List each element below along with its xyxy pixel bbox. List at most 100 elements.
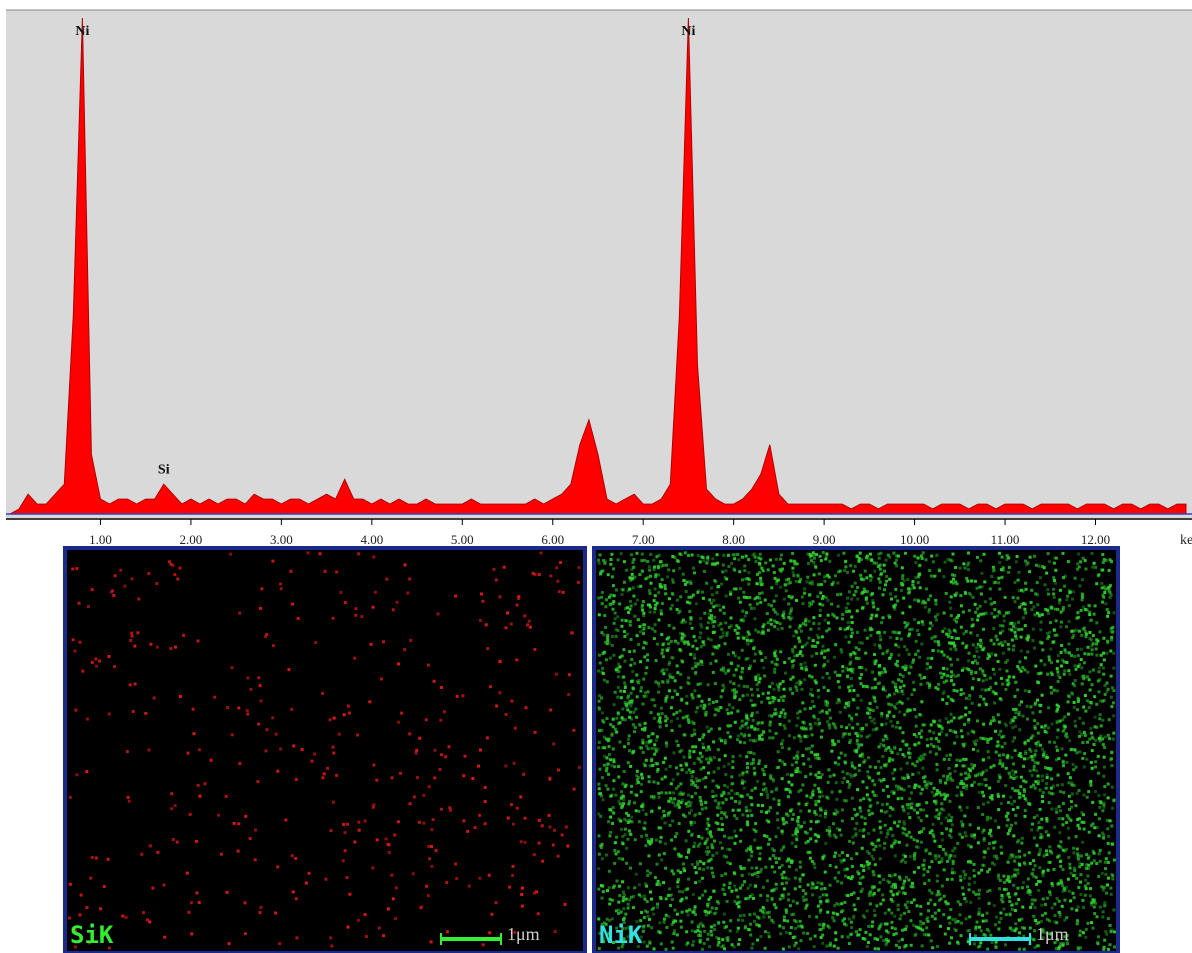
map-pixel [789, 791, 792, 794]
map-pixel [871, 894, 874, 897]
map-pixel [439, 719, 442, 722]
map-pixel [1057, 911, 1060, 914]
map-pixel [831, 739, 834, 742]
map-pixel [867, 756, 870, 759]
map-pixel [121, 915, 124, 918]
map-pixel [984, 600, 987, 603]
map-pixel [388, 851, 391, 854]
map-pixel [722, 791, 725, 794]
map-pixel [641, 553, 644, 556]
map-pixel [573, 788, 576, 791]
map-pixel [524, 817, 527, 820]
map-pixel [736, 930, 739, 933]
map-pixel [1033, 703, 1036, 706]
map-pixel [1101, 738, 1104, 741]
map-pixel [1104, 867, 1107, 870]
map-pixel [660, 836, 663, 839]
map-pixel [187, 752, 190, 755]
x-tick-label: 8.00 [722, 532, 745, 547]
map-pixel [841, 819, 844, 822]
map-pixel [729, 591, 732, 594]
map-pixel [1010, 756, 1013, 759]
map-pixel [739, 900, 742, 903]
map-pixel [635, 716, 638, 719]
map-pixel [714, 708, 717, 711]
map-pixel [740, 733, 743, 736]
map-pixel [259, 911, 262, 914]
map-pixel [1012, 625, 1015, 628]
map-pixel [780, 742, 783, 745]
map-pixel [901, 938, 904, 941]
map-pixel [788, 945, 791, 948]
map-pixel [878, 844, 881, 847]
map-pixel [888, 556, 891, 559]
map-pixel [974, 671, 977, 674]
map-pixel [993, 569, 996, 572]
map-pixel [107, 655, 110, 658]
map-pixel [624, 718, 627, 721]
map-pixel [746, 793, 749, 796]
map-pixel [814, 887, 817, 890]
map-pixel [996, 638, 999, 641]
map-pixel [1080, 609, 1083, 612]
map-pixel [605, 784, 608, 787]
map-pixel [892, 900, 895, 903]
map-pixel [604, 560, 607, 563]
map-pixel [314, 641, 317, 644]
map-pixel [619, 656, 622, 659]
map-pixel [817, 881, 820, 884]
map-pixel [888, 908, 891, 911]
map-pixel [745, 806, 748, 809]
map-pixel [988, 889, 991, 892]
map-pixel [1084, 879, 1087, 882]
map-pixel [621, 619, 624, 622]
map-pixel [1007, 679, 1010, 682]
map-pixel [788, 865, 791, 868]
map-pixel [933, 787, 936, 790]
map-pixel [1039, 744, 1042, 747]
map-pixel [801, 701, 804, 704]
map-pixel [382, 640, 385, 643]
map-pixel [1050, 767, 1053, 770]
map-pixel [1026, 885, 1029, 888]
map-pixel [994, 654, 997, 657]
map-pixel [937, 855, 940, 858]
map-pixel [705, 562, 708, 565]
map-pixel [894, 643, 897, 646]
map-pixel [665, 792, 668, 795]
map-pixel [883, 570, 886, 573]
map-pixel [871, 687, 874, 690]
map-pixel [1095, 642, 1098, 645]
map-pixel [779, 622, 782, 625]
map-pixel [960, 809, 963, 812]
map-pixel [880, 766, 883, 769]
map-pixel [869, 765, 872, 768]
map-pixel [808, 810, 811, 813]
map-pixel [719, 807, 722, 810]
map-pixel [1107, 835, 1110, 838]
map-pixel [1014, 716, 1017, 719]
map-pixel [1057, 729, 1060, 732]
map-pixel [981, 813, 984, 816]
map-pixel [908, 879, 911, 882]
map-pixel [1094, 760, 1097, 763]
map-pixel [1012, 808, 1015, 811]
map-pixel [978, 889, 981, 892]
map-pixel [614, 617, 617, 620]
map-pixel [1076, 818, 1079, 821]
map-pixel [790, 597, 793, 600]
map-pixel [1036, 681, 1039, 684]
map-pixel [144, 712, 147, 715]
map-pixel [764, 930, 767, 933]
map-pixel [1104, 873, 1107, 876]
map-pixel [1016, 869, 1019, 872]
map-pixel [895, 785, 898, 788]
map-pixel [111, 589, 114, 592]
map-pixel [690, 823, 693, 826]
map-pixel [735, 691, 738, 694]
map-pixel [620, 828, 623, 831]
map-pixel [952, 699, 955, 702]
map-pixel [723, 835, 726, 838]
map-pixel [948, 601, 951, 604]
map-pixel [1078, 566, 1081, 569]
